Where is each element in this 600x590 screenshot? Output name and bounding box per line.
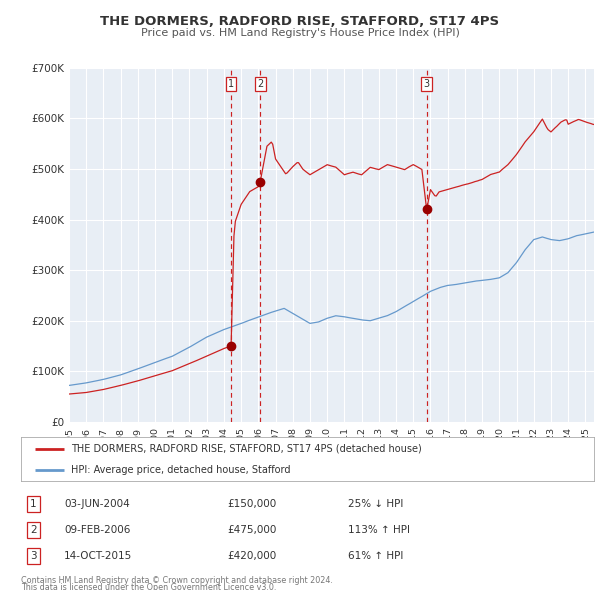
Text: Contains HM Land Registry data © Crown copyright and database right 2024.: Contains HM Land Registry data © Crown c… — [21, 576, 333, 585]
Text: £475,000: £475,000 — [227, 525, 277, 535]
Text: Price paid vs. HM Land Registry's House Price Index (HPI): Price paid vs. HM Land Registry's House … — [140, 28, 460, 38]
Text: THE DORMERS, RADFORD RISE, STAFFORD, ST17 4PS (detached house): THE DORMERS, RADFORD RISE, STAFFORD, ST1… — [71, 444, 422, 454]
Text: 25% ↓ HPI: 25% ↓ HPI — [347, 499, 403, 509]
Text: 113% ↑ HPI: 113% ↑ HPI — [347, 525, 410, 535]
Text: 1: 1 — [30, 499, 37, 509]
Text: £150,000: £150,000 — [227, 499, 277, 509]
Text: 61% ↑ HPI: 61% ↑ HPI — [347, 551, 403, 561]
Text: 3: 3 — [30, 551, 37, 561]
Text: 3: 3 — [424, 79, 430, 88]
Text: This data is licensed under the Open Government Licence v3.0.: This data is licensed under the Open Gov… — [21, 583, 277, 590]
Text: 1: 1 — [228, 79, 234, 88]
Text: 2: 2 — [30, 525, 37, 535]
Text: 2: 2 — [257, 79, 263, 88]
Text: £420,000: £420,000 — [227, 551, 277, 561]
Text: 03-JUN-2004: 03-JUN-2004 — [64, 499, 130, 509]
Text: HPI: Average price, detached house, Stafford: HPI: Average price, detached house, Staf… — [71, 465, 291, 475]
Text: THE DORMERS, RADFORD RISE, STAFFORD, ST17 4PS: THE DORMERS, RADFORD RISE, STAFFORD, ST1… — [100, 15, 500, 28]
Text: 09-FEB-2006: 09-FEB-2006 — [64, 525, 130, 535]
Text: 14-OCT-2015: 14-OCT-2015 — [64, 551, 132, 561]
